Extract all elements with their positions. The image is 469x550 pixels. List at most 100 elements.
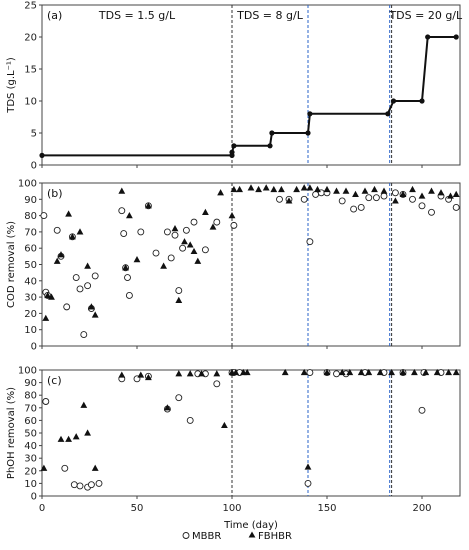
fbhbr-point	[399, 368, 407, 376]
mbbr-point	[175, 287, 183, 295]
mbbr-point	[152, 249, 160, 257]
tds-point	[419, 98, 425, 104]
mbbr-point	[338, 197, 346, 205]
fbhbr-point	[304, 463, 312, 470]
mbbr-point	[213, 380, 221, 388]
fbhbr-point	[190, 247, 198, 255]
mbbr-point	[72, 274, 80, 281]
tds-point	[231, 143, 237, 149]
fbhbr-point	[418, 192, 426, 199]
mbbr-point	[61, 464, 69, 472]
panels: 0 5 10 15 20 25 (a) TDS = 1.5 g/L TDS = 8 g/L TDS…	[6, 1, 463, 515]
fbhbr-point	[236, 185, 243, 193]
fbhbr-point	[293, 185, 300, 193]
panel-1: 0 5 10 15 20 25 (a) TDS = 1.5 g/L TDS = 8 g/L TDS…	[6, 1, 463, 172]
panel-label: (a)	[47, 9, 62, 22]
phase-label: TDS = 8 g/L	[236, 9, 304, 22]
fbhbr-point	[175, 370, 183, 377]
phase-label: TDS = 20 g/L	[388, 9, 463, 22]
mbbr-point	[230, 221, 238, 229]
fbhbr-point	[80, 401, 88, 408]
fbhbr-point	[255, 185, 262, 193]
fbhbr-point	[357, 368, 365, 376]
fbhbr-point	[145, 373, 152, 381]
fbhbr-point	[452, 190, 460, 198]
mbbr-point	[76, 482, 84, 490]
fbhbr-point	[126, 212, 133, 219]
fbhbr-point	[186, 241, 194, 248]
mbbr-point	[276, 195, 283, 203]
y-tick-label: 50	[24, 429, 37, 440]
fbhbr-point	[194, 257, 202, 264]
fbhbr-point	[84, 262, 91, 269]
mbbr-point	[124, 274, 131, 281]
mbbr-point	[357, 203, 365, 211]
x-tick-label: 50	[131, 503, 144, 514]
fbhbr-point	[145, 202, 152, 209]
x-tick-label: 100	[222, 503, 241, 514]
fbhbr-point	[221, 421, 228, 429]
mbbr-point	[120, 230, 128, 237]
mbbr-point	[304, 479, 312, 487]
fbhbr-point	[342, 187, 350, 194]
y-tick-label: 30	[24, 454, 37, 465]
mbbr-point	[53, 226, 61, 234]
mbbr-point	[190, 218, 198, 226]
legend-label: MBBR	[192, 531, 221, 542]
y-tick-label: 40	[24, 276, 37, 287]
mbbr-point	[333, 370, 340, 378]
y-tick-label: 50	[24, 260, 37, 271]
mbbr-point	[306, 369, 314, 376]
mbbr-point	[80, 331, 88, 339]
y-tick-label: 100	[18, 179, 37, 190]
fbhbr-point	[137, 371, 145, 378]
mbbr-point	[171, 231, 179, 239]
fbhbr-point	[300, 184, 308, 191]
fbhbr-point	[186, 370, 194, 377]
mbbr-point	[312, 190, 320, 198]
mbbr-point	[300, 195, 308, 203]
fbhbr-point	[232, 368, 240, 376]
fbhbr-point	[164, 404, 171, 411]
fbhbr-point	[376, 368, 384, 376]
mbbr-point	[428, 208, 435, 216]
fbhbr-point	[213, 370, 221, 377]
fbhbr-point	[333, 187, 340, 194]
fbhbr-point	[433, 368, 441, 376]
fbhbr-point	[314, 185, 321, 193]
mbbr-point	[186, 416, 194, 424]
y-tick-label: 60	[24, 416, 37, 427]
panel-2: 0 10 20 30 40 50 60 70 80 90 100 (b) COD removal (%)	[6, 179, 461, 353]
fbhbr-point	[91, 464, 99, 471]
y-tick-label: 0	[31, 492, 37, 503]
fbhbr-point	[428, 187, 435, 194]
mbbr-point	[372, 194, 380, 202]
mbbr-point	[179, 244, 187, 252]
fbhbr-point	[72, 433, 80, 440]
y-tick-label: 90	[24, 378, 37, 389]
mbbr-point	[306, 238, 314, 246]
fbhbr-point	[133, 256, 141, 263]
mbbr-point	[213, 218, 221, 226]
fbhbr-point	[445, 368, 452, 376]
fbhbr-point	[57, 251, 65, 258]
fbhbr-point	[281, 368, 289, 376]
fbhbr-point	[40, 464, 48, 471]
plot-frame	[41, 369, 461, 497]
y-tick-label: 25	[24, 1, 37, 12]
y-tick-label: 10	[24, 479, 37, 490]
fbhbr-point	[198, 370, 205, 377]
y-tick-label: 70	[24, 227, 37, 238]
fbhbr-point	[437, 189, 445, 196]
tds-point	[267, 143, 273, 149]
fbhbr-point	[118, 187, 126, 194]
fbhbr-point	[306, 184, 314, 191]
mbbr-point	[409, 195, 416, 203]
mbbr-point	[63, 303, 71, 311]
legend-label: FBHBR	[258, 531, 292, 542]
fbhbr-point	[247, 184, 255, 191]
y-tick-label: 80	[24, 391, 37, 402]
phase-label: TDS = 1.5 g/L	[98, 9, 176, 22]
y-tick-label: 30	[24, 293, 37, 304]
y-tick-label: 20	[24, 466, 37, 477]
